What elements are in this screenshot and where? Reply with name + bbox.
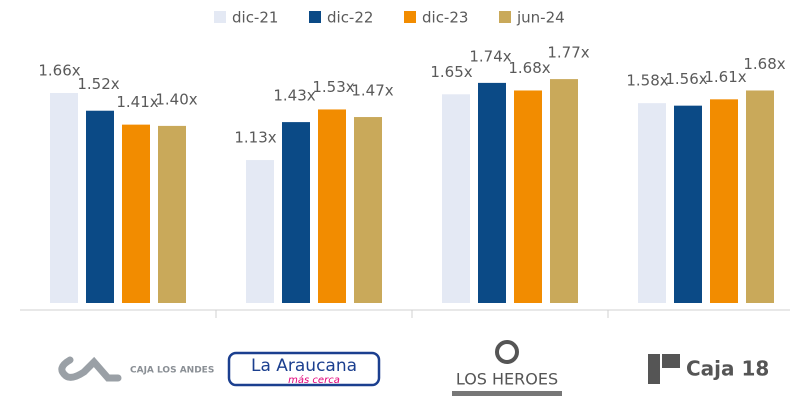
category-label: LOS HEROES xyxy=(456,370,558,389)
data-label: 1.66x xyxy=(38,62,80,80)
data-label: 1.52x xyxy=(77,75,119,93)
bar xyxy=(442,94,470,304)
data-label: 1.68x xyxy=(508,59,550,77)
data-label: 1.47x xyxy=(351,82,393,100)
data-label: 1.77x xyxy=(547,44,589,62)
data-label: 1.53x xyxy=(312,78,354,96)
bar xyxy=(158,125,186,304)
data-label: 1.13x xyxy=(234,129,276,147)
bar xyxy=(514,90,542,303)
bar xyxy=(50,93,78,303)
legend-label: jun-24 xyxy=(516,9,565,27)
legend-swatch xyxy=(404,11,416,23)
legend-label: dic-21 xyxy=(232,9,278,27)
data-label: 1.43x xyxy=(273,87,315,105)
data-label: 1.65x xyxy=(430,63,472,81)
bar xyxy=(746,90,774,303)
bar xyxy=(550,79,578,303)
data-label: 1.74x xyxy=(469,47,511,65)
bar xyxy=(638,103,666,303)
logo-caja-los-andes: CAJA LOS ANDES xyxy=(58,356,214,382)
bar xyxy=(246,160,274,303)
category-label: Caja 18 xyxy=(686,357,769,381)
logo-la-araucana: La Araucana más cerca xyxy=(227,351,381,387)
legend-label: dic-23 xyxy=(422,9,468,27)
category-label: La Araucana xyxy=(251,356,357,376)
bar xyxy=(674,105,702,303)
bar xyxy=(478,82,506,303)
logo-caja-18: Caja 18 xyxy=(648,354,769,384)
bar xyxy=(710,99,738,304)
data-label: 1.40x xyxy=(155,90,197,108)
group-separators xyxy=(215,310,609,318)
legend-swatch xyxy=(499,11,511,23)
data-label: 1.61x xyxy=(704,68,746,86)
data-label: 1.41x xyxy=(116,93,158,111)
bar xyxy=(318,109,346,303)
legend-swatch xyxy=(214,11,226,23)
legend-label: dic-22 xyxy=(327,9,373,27)
data-label: 1.68x xyxy=(743,55,785,73)
category-tagline: más cerca xyxy=(288,374,340,386)
legend-swatch xyxy=(309,11,321,23)
logo-los-heroes: LOS HEROES xyxy=(452,340,562,396)
bar xyxy=(282,122,310,303)
data-label: 1.56x xyxy=(665,70,707,88)
bar xyxy=(122,124,150,303)
category-label: CAJA LOS ANDES xyxy=(130,366,214,376)
bar xyxy=(86,110,114,303)
bar xyxy=(354,117,382,303)
data-label: 1.58x xyxy=(626,72,668,90)
